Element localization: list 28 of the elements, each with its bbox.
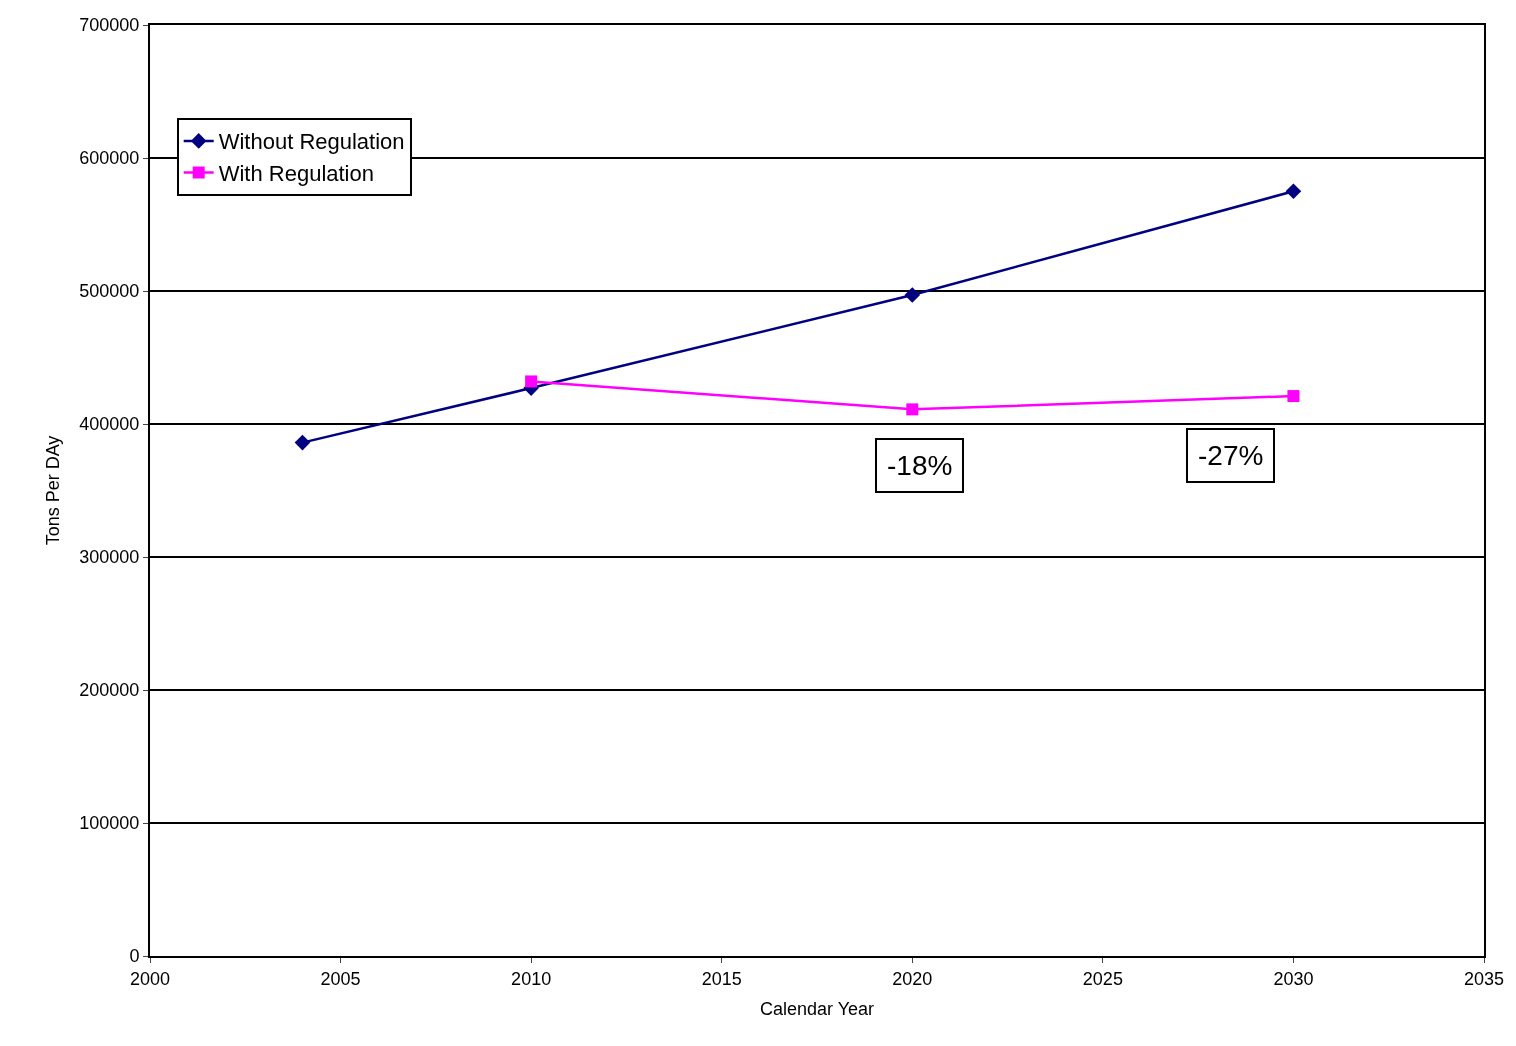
point — [906, 403, 919, 416]
x-axis-title: Calendar Year — [759, 999, 875, 1020]
x-tick-label: 2000 — [129, 968, 171, 989]
legend-label: Without Regulation — [218, 129, 405, 155]
y-tick-label: 100000 — [79, 813, 140, 834]
y-axis-title: Tons Per DAy — [43, 435, 64, 546]
x-tick-label: 2025 — [1082, 968, 1123, 989]
y-tick-label: 400000 — [79, 414, 140, 435]
y-tick-label: 600000 — [79, 148, 140, 169]
y-tick-label: 300000 — [79, 547, 140, 568]
point — [1285, 183, 1302, 200]
point — [904, 287, 921, 303]
y-tick-label: 700000 — [79, 15, 140, 36]
x-tick-label: 2035 — [1463, 968, 1505, 989]
point — [294, 434, 311, 451]
y-tick-label: 200000 — [79, 680, 140, 701]
y-tick-label: 500000 — [79, 281, 140, 302]
point — [525, 375, 538, 388]
annotation: -27% — [1198, 440, 1264, 471]
x-tick-label: 2015 — [701, 968, 742, 989]
x-tick-label: 2010 — [511, 968, 552, 989]
legend-label: With Regulation — [218, 161, 374, 187]
x-tick-label: 2005 — [320, 968, 361, 989]
y-tick-label: 0 — [129, 946, 140, 967]
annotation: -18% — [887, 450, 953, 481]
x-tick-label: 2030 — [1273, 968, 1314, 989]
point — [1287, 390, 1300, 403]
x-tick-label: 2020 — [892, 968, 933, 989]
